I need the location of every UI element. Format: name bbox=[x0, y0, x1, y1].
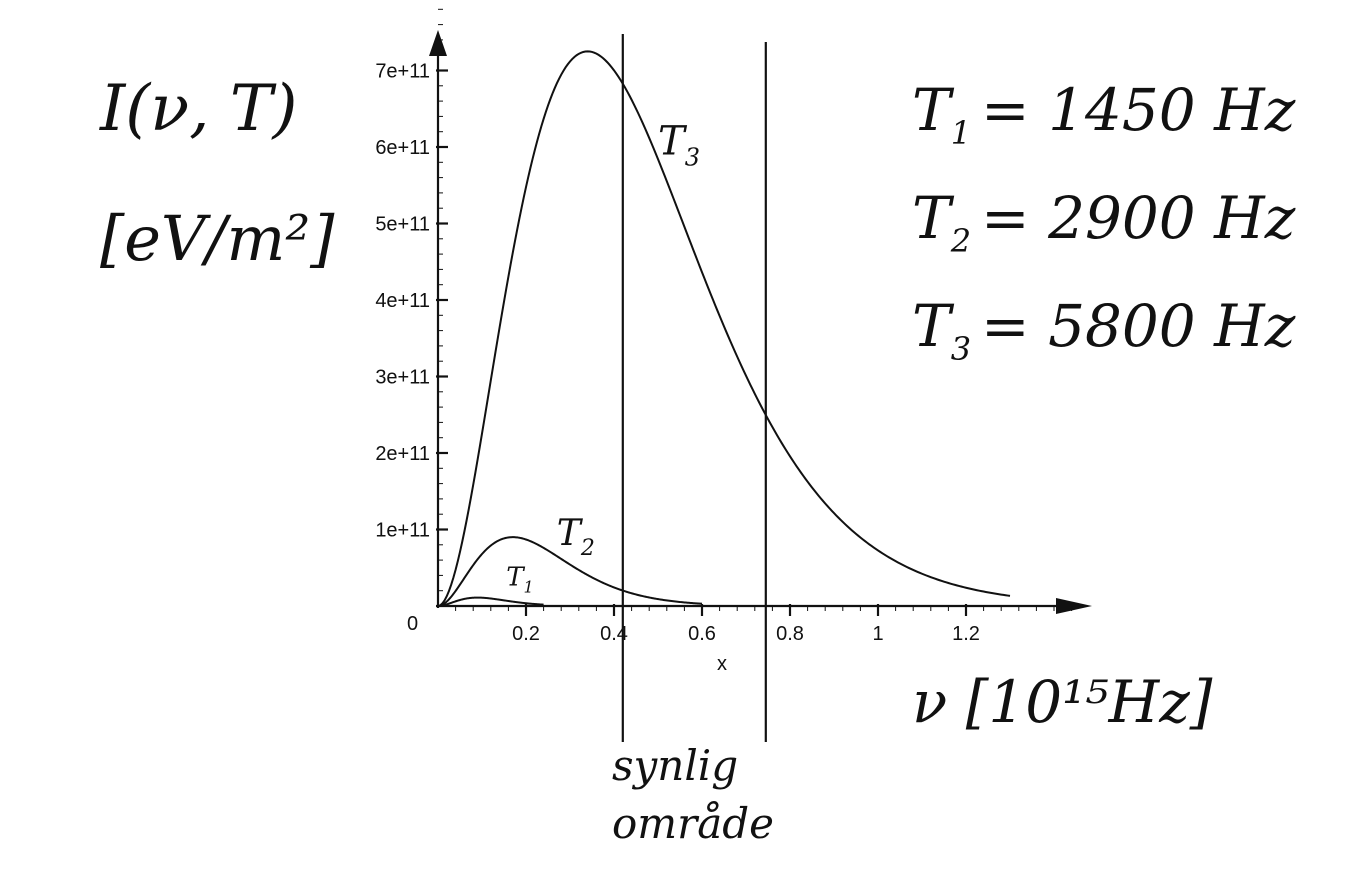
curves bbox=[437, 50, 1011, 607]
curve-t2 bbox=[437, 536, 703, 607]
legend-entry-t3: T3 = 5800 Hz bbox=[912, 292, 1296, 368]
legend-value: = 2900 Hz bbox=[981, 184, 1296, 252]
y-axis-label-line2: [eV/m²] bbox=[100, 202, 335, 275]
legend-value: = 5800 Hz bbox=[981, 292, 1296, 360]
x-tick-label: 0.2 bbox=[512, 623, 540, 645]
curve-label-t2: T2 bbox=[557, 513, 595, 561]
legend-entry-t2: T2 = 2900 Hz bbox=[912, 184, 1296, 260]
x-axis-symbol: x bbox=[717, 653, 727, 675]
y-axis-label-line1: I(ν, T) bbox=[99, 72, 298, 146]
curve-label-t3: T3 bbox=[658, 119, 700, 172]
legend: T1 = 1450 Hz T2 = 2900 Hz T3 = 5800 Hz bbox=[912, 76, 1296, 368]
y-tick-label: 5e+11 bbox=[375, 214, 430, 236]
x-tick-label: 1.2 bbox=[952, 623, 980, 645]
y-tick-label: 7e+11 bbox=[375, 61, 430, 83]
x-tick-label: 0.6 bbox=[688, 623, 716, 645]
axes bbox=[429, 30, 1092, 614]
y-axis-arrow bbox=[429, 30, 447, 56]
x-tick-label: 0.8 bbox=[776, 623, 804, 645]
y-tick-label: 6e+11 bbox=[375, 137, 430, 159]
legend-value: = 1450 Hz bbox=[981, 76, 1296, 144]
legend-subscript: 2 bbox=[950, 222, 971, 260]
curve-label-t1: T1 bbox=[506, 562, 534, 596]
legend-subscript: 1 bbox=[951, 114, 971, 152]
curve-t3 bbox=[437, 50, 1011, 607]
visible-region-label-line1: synlig bbox=[612, 741, 738, 790]
origin-label: 0 bbox=[407, 613, 418, 635]
visible-region-lines bbox=[621, 34, 767, 742]
y-tick-label: 1e+11 bbox=[375, 520, 430, 542]
visible-region-label-line2: område bbox=[612, 799, 774, 848]
y-tick-label: 3e+11 bbox=[375, 367, 430, 389]
x-axis-arrow bbox=[1056, 598, 1092, 614]
x-tick-label: 1 bbox=[872, 623, 883, 645]
y-tick-label: 2e+11 bbox=[375, 443, 430, 465]
legend-subscript: 3 bbox=[951, 330, 971, 368]
legend-entry-t1: T1 = 1450 Hz bbox=[912, 76, 1296, 152]
y-tick-label: 4e+11 bbox=[375, 290, 430, 312]
curve-t1 bbox=[438, 596, 544, 607]
legend-symbol: T bbox=[912, 292, 955, 360]
x-axis-label: ν [10¹⁵Hz] bbox=[912, 668, 1213, 736]
curve-labels: T1 T2 T3 bbox=[506, 119, 700, 597]
x-ticks: 0.2 0.4 0.6 0.8 1 1.2 bbox=[455, 604, 1073, 645]
legend-symbol: T bbox=[912, 76, 955, 144]
legend-symbol: T bbox=[912, 184, 955, 252]
x-tick-label: 0.4 bbox=[600, 623, 628, 645]
y-ticks: 1e+11 2e+11 3e+11 4e+11 5e+11 6e+11 7e+11 bbox=[375, 8, 448, 592]
